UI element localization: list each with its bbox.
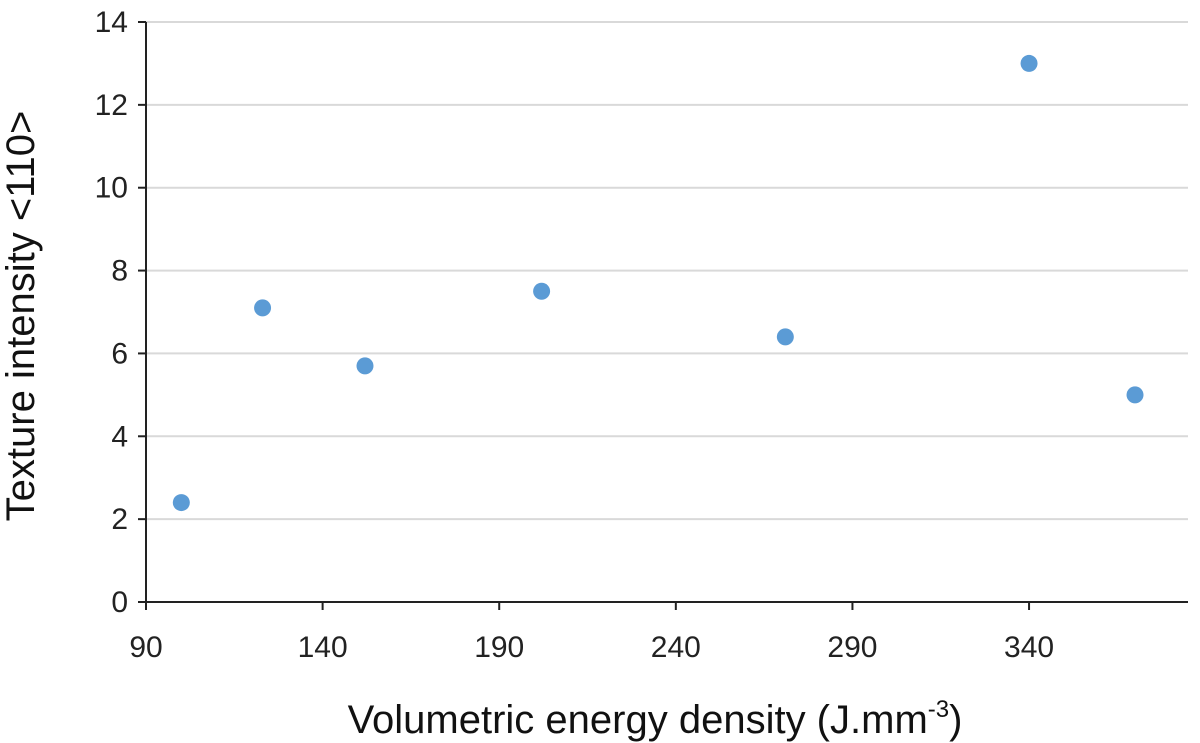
axes [138, 21, 1188, 610]
y-tick-label: 6 [111, 337, 128, 370]
x-axis-title-suffix: ) [949, 698, 962, 742]
x-tick-label: 190 [474, 631, 524, 664]
y-tick-label: 12 [95, 89, 128, 122]
y-axis-title: Texture intensity <110> [0, 111, 43, 522]
x-axis-title-main: Volumetric energy density (J.mm [348, 698, 928, 742]
x-tick-label: 140 [298, 631, 348, 664]
data-point [1020, 54, 1038, 72]
y-tick-labels: 0 2 4 6 8 10 12 14 [95, 6, 128, 619]
x-tick-label: 340 [1004, 631, 1054, 664]
y-tick-label: 4 [111, 420, 128, 453]
data-point [356, 357, 374, 375]
data-points [172, 54, 1144, 512]
y-tick-label: 0 [111, 586, 128, 619]
x-axis-title: Volumetric energy density (J.mm-3) [348, 696, 963, 742]
x-tick-labels: 90 140 190 240 290 340 [129, 631, 1054, 664]
y-tick-label: 10 [95, 172, 128, 205]
x-axis-title-superscript: -3 [928, 696, 949, 723]
y-tick-label: 2 [111, 503, 128, 536]
x-tick-label: 240 [651, 631, 701, 664]
y-tick-label: 14 [95, 6, 128, 39]
data-point [776, 328, 794, 346]
data-point [172, 494, 190, 512]
data-point [533, 282, 551, 300]
x-tick-label: 90 [129, 631, 162, 664]
data-point [254, 299, 272, 317]
x-tick-label: 290 [827, 631, 877, 664]
grid-lines [146, 21, 1188, 521]
data-point [1126, 386, 1144, 404]
y-tick-label: 8 [111, 255, 128, 288]
